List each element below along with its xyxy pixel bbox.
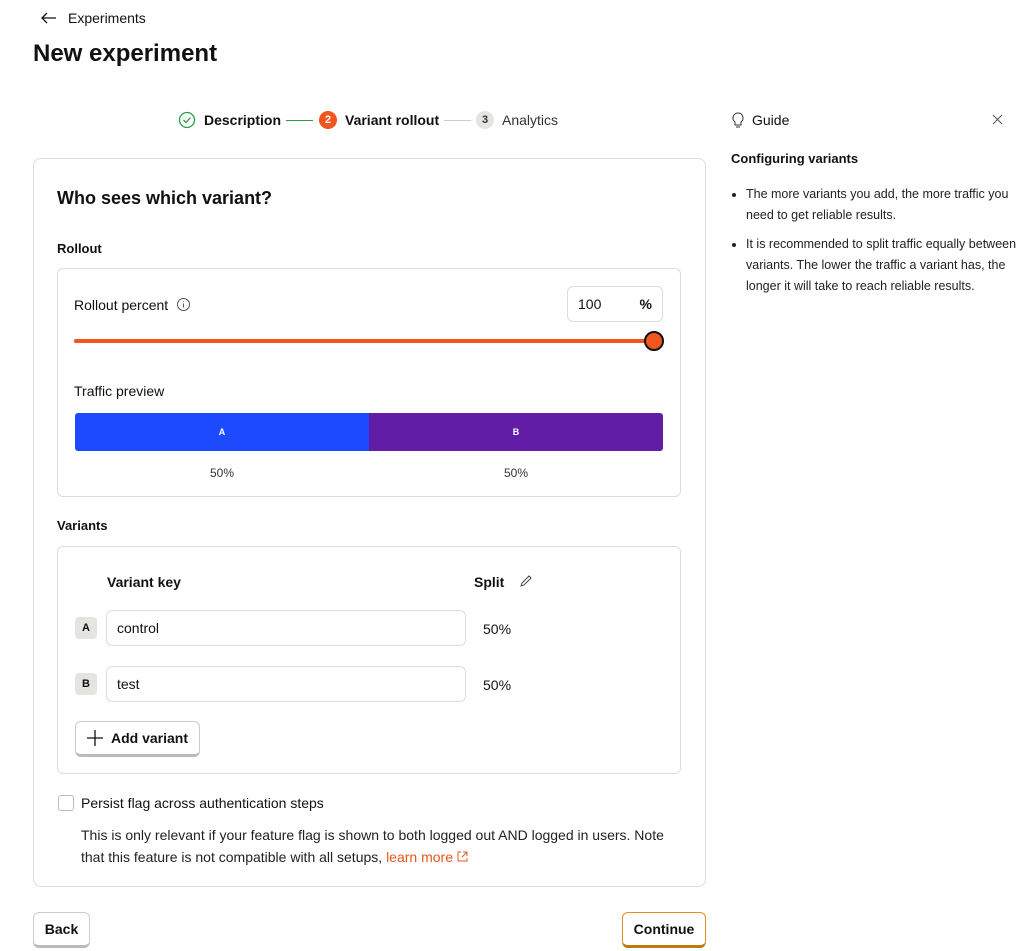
back-button[interactable]: Back [33, 912, 90, 948]
continue-button[interactable]: Continue [622, 912, 706, 948]
rollout-unit: % [639, 296, 652, 312]
slider-thumb[interactable] [644, 331, 664, 351]
add-variant-button[interactable]: Add variant [75, 721, 200, 757]
column-header: Variant key [107, 574, 181, 590]
column-header: Split [474, 574, 505, 590]
section-title: Rollout [57, 241, 102, 256]
variant-split: 50% [483, 677, 512, 693]
variant-split: 50% [483, 621, 512, 637]
page-title: New experiment [33, 40, 218, 67]
traffic-segment: B [369, 413, 663, 451]
step-number: 2 [319, 111, 337, 129]
checkbox-label[interactable]: Persist flag across authentication steps [81, 795, 324, 811]
edit-icon[interactable] [519, 574, 533, 588]
traffic-percent: 50% [209, 466, 235, 480]
learn-more-link[interactable]: learn more [386, 849, 453, 865]
section-title: Variants [57, 518, 108, 533]
step-number: 3 [476, 111, 494, 129]
info-icon[interactable] [176, 297, 191, 312]
guide-title: Guide [752, 112, 790, 128]
guide-list: The more variants you add, the more traf… [731, 184, 1021, 305]
traffic-segment: A [75, 413, 369, 451]
step-label[interactable]: Variant rollout [345, 112, 440, 128]
rollout-label: Rollout percent [74, 297, 169, 313]
bulb-icon [732, 112, 744, 128]
traffic-percent: 50% [503, 466, 529, 480]
step-label[interactable]: Analytics [502, 112, 559, 128]
variant-input[interactable]: control [106, 610, 466, 646]
traffic-key: B [512, 427, 520, 437]
rollout-box [57, 268, 681, 497]
guide-bullet: It is recommended to split traffic equal… [746, 234, 1021, 297]
back-arrow[interactable] [40, 11, 58, 25]
description-text: This is only relevant if your feature fl… [81, 827, 664, 865]
variant-badge: A [75, 617, 97, 639]
plus-icon [86, 730, 103, 746]
external-icon [457, 851, 468, 862]
variant-input[interactable]: test [106, 666, 466, 702]
persist-description: This is only relevant if your feature fl… [81, 824, 691, 868]
guide-bullet: The more variants you add, the more traf… [746, 184, 1021, 226]
step-done-icon [178, 111, 196, 129]
card-title: Who sees which variant? [57, 188, 273, 208]
traffic-labels: 50% 50% [75, 466, 663, 480]
rollout-input[interactable]: 100 % [567, 286, 663, 322]
close-icon[interactable] [992, 114, 1003, 125]
step-label[interactable]: Description [204, 112, 282, 128]
button-label: Add variant [110, 730, 188, 746]
variant-badge: B [75, 673, 97, 695]
slider-track[interactable] [74, 331, 664, 351]
back-link[interactable]: Experiments [68, 10, 146, 26]
checkbox[interactable] [58, 795, 74, 811]
rollout-input-value: 100 [578, 296, 602, 312]
traffic-title: Traffic preview [74, 383, 165, 399]
guide-heading: Configuring variants [731, 151, 859, 166]
slider-fill [74, 331, 664, 351]
traffic-key: A [218, 427, 226, 437]
step-connector [286, 120, 313, 121]
step-connector [444, 120, 471, 121]
